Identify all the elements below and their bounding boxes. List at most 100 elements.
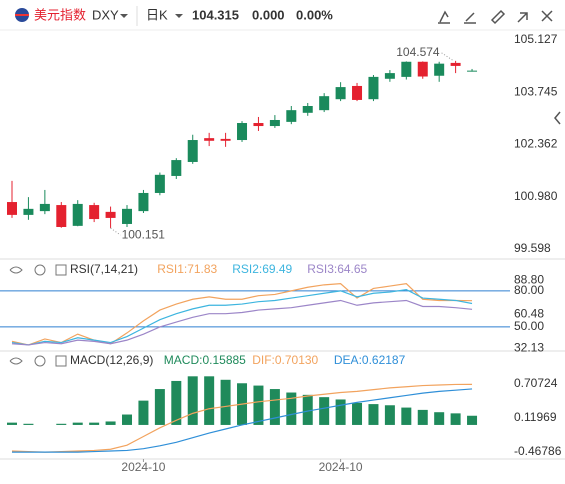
y-tick-label: -0.46786 bbox=[514, 444, 562, 458]
annotation-leader bbox=[441, 52, 454, 62]
macd-bar bbox=[384, 405, 395, 425]
candle-body bbox=[269, 119, 280, 127]
macd-bar bbox=[302, 394, 313, 425]
macd-bar bbox=[154, 389, 165, 425]
dropdown[interactable] bbox=[120, 14, 128, 18]
dropdown[interactable] bbox=[175, 14, 183, 18]
macd-bar bbox=[352, 402, 363, 425]
macd-bar bbox=[450, 413, 461, 425]
macd-bar bbox=[204, 376, 215, 425]
macd-line bbox=[11, 383, 473, 453]
eye-icon bbox=[9, 266, 23, 274]
legend-entry: RSI2:69.49 bbox=[232, 262, 292, 276]
candle-body bbox=[138, 192, 149, 212]
y-tick-label: 105.127 bbox=[514, 32, 558, 46]
y-tick-label: 0.70724 bbox=[514, 376, 558, 390]
toggle-icon bbox=[55, 264, 67, 276]
candle-body bbox=[7, 202, 17, 215]
annotation-leader bbox=[110, 227, 121, 236]
candle-body bbox=[154, 174, 165, 193]
macd-bar bbox=[89, 422, 100, 425]
annotation: 104.574 bbox=[396, 45, 440, 59]
candle-body bbox=[401, 61, 412, 77]
y-tick-label: 88.80 bbox=[514, 272, 544, 286]
macd-line bbox=[12, 388, 473, 453]
y-tick-label: 102.362 bbox=[514, 137, 558, 151]
macd-bar bbox=[269, 389, 280, 425]
indicator-name: MACD(12,26,9) bbox=[70, 353, 153, 367]
y-tick-label: 103.745 bbox=[514, 84, 558, 98]
eye-icon bbox=[9, 357, 23, 365]
macd-bar bbox=[7, 422, 17, 425]
y-tick-label: 32.13 bbox=[514, 341, 544, 355]
y-tick-label: 0.11969 bbox=[514, 410, 557, 424]
macd-bar bbox=[171, 380, 182, 425]
period[interactable]: 日K bbox=[146, 7, 168, 22]
y-tick-label: 100.980 bbox=[514, 189, 558, 203]
candle-body bbox=[384, 73, 395, 79]
candle-body bbox=[39, 203, 50, 212]
candle-body bbox=[253, 123, 264, 127]
macd-bar bbox=[319, 397, 330, 425]
macd-bar bbox=[187, 376, 198, 425]
y-tick-label: 80.00 bbox=[514, 283, 544, 297]
candle-body bbox=[171, 160, 182, 176]
candle-body bbox=[352, 85, 363, 100]
macd-bar bbox=[220, 379, 231, 425]
legend-entry: RSI1:71.83 bbox=[157, 262, 217, 276]
candle-body bbox=[417, 61, 428, 77]
macd-bar bbox=[23, 423, 34, 425]
candle-body bbox=[302, 106, 313, 113]
symbol[interactable]: DXY bbox=[92, 7, 119, 22]
rsi-line bbox=[11, 283, 473, 346]
macd-bar bbox=[72, 422, 83, 425]
candle-body bbox=[450, 62, 461, 66]
candle-body bbox=[89, 205, 100, 220]
macd-bar bbox=[122, 414, 133, 425]
annotation: 100.151 bbox=[122, 227, 166, 241]
rsi-line bbox=[11, 299, 473, 346]
legend-entry: DEA:0.62187 bbox=[334, 353, 406, 367]
candle-body bbox=[237, 123, 248, 141]
candle-body bbox=[467, 70, 478, 72]
y-tick-label: 60.48 bbox=[514, 306, 544, 320]
y-tick-label: 50.00 bbox=[514, 319, 544, 333]
candle-body bbox=[56, 205, 67, 227]
macd-bar bbox=[253, 385, 264, 425]
header: 美元指数 DXY 日K 104.315 0.000 0.00% bbox=[0, 6, 565, 31]
candle-body bbox=[105, 211, 116, 218]
y-tick-label: 99.598 bbox=[514, 241, 551, 255]
x-tick-label: 2024-10 bbox=[319, 460, 363, 474]
toolbar[interactable] bbox=[438, 9, 553, 25]
macd-bar bbox=[434, 412, 445, 425]
title: 美元指数 bbox=[34, 7, 86, 22]
candle-body bbox=[204, 138, 215, 141]
macd-bar bbox=[368, 404, 379, 425]
macd-bar bbox=[138, 400, 149, 425]
legend-entry: RSI3:64.65 bbox=[307, 262, 367, 276]
legend-entry: MACD:0.15885 bbox=[164, 353, 246, 367]
change-pct: 0.00% bbox=[296, 7, 333, 22]
price: 104.315 bbox=[192, 7, 239, 22]
macd-bar bbox=[467, 415, 478, 425]
candle-body bbox=[434, 63, 445, 76]
candle-body bbox=[187, 140, 198, 162]
candle-body bbox=[122, 208, 133, 224]
indicator-name: RSI(7,14,21) bbox=[70, 262, 138, 276]
x-tick-label: 2024-10 bbox=[121, 460, 165, 474]
change: 0.000 bbox=[252, 7, 285, 22]
candle-body bbox=[220, 138, 231, 141]
rsi-line bbox=[11, 289, 473, 346]
candle-body bbox=[72, 203, 83, 226]
collapse-arrow[interactable] bbox=[554, 111, 561, 125]
flag-stripe bbox=[15, 14, 29, 16]
macd-bar bbox=[401, 407, 412, 425]
legend-entry: DIF:0.70130 bbox=[252, 353, 318, 367]
macd-bar bbox=[56, 423, 67, 425]
candle-body bbox=[286, 110, 297, 122]
toggle-icon bbox=[55, 355, 67, 367]
candle-body bbox=[319, 96, 330, 111]
macd-bar bbox=[286, 392, 297, 425]
